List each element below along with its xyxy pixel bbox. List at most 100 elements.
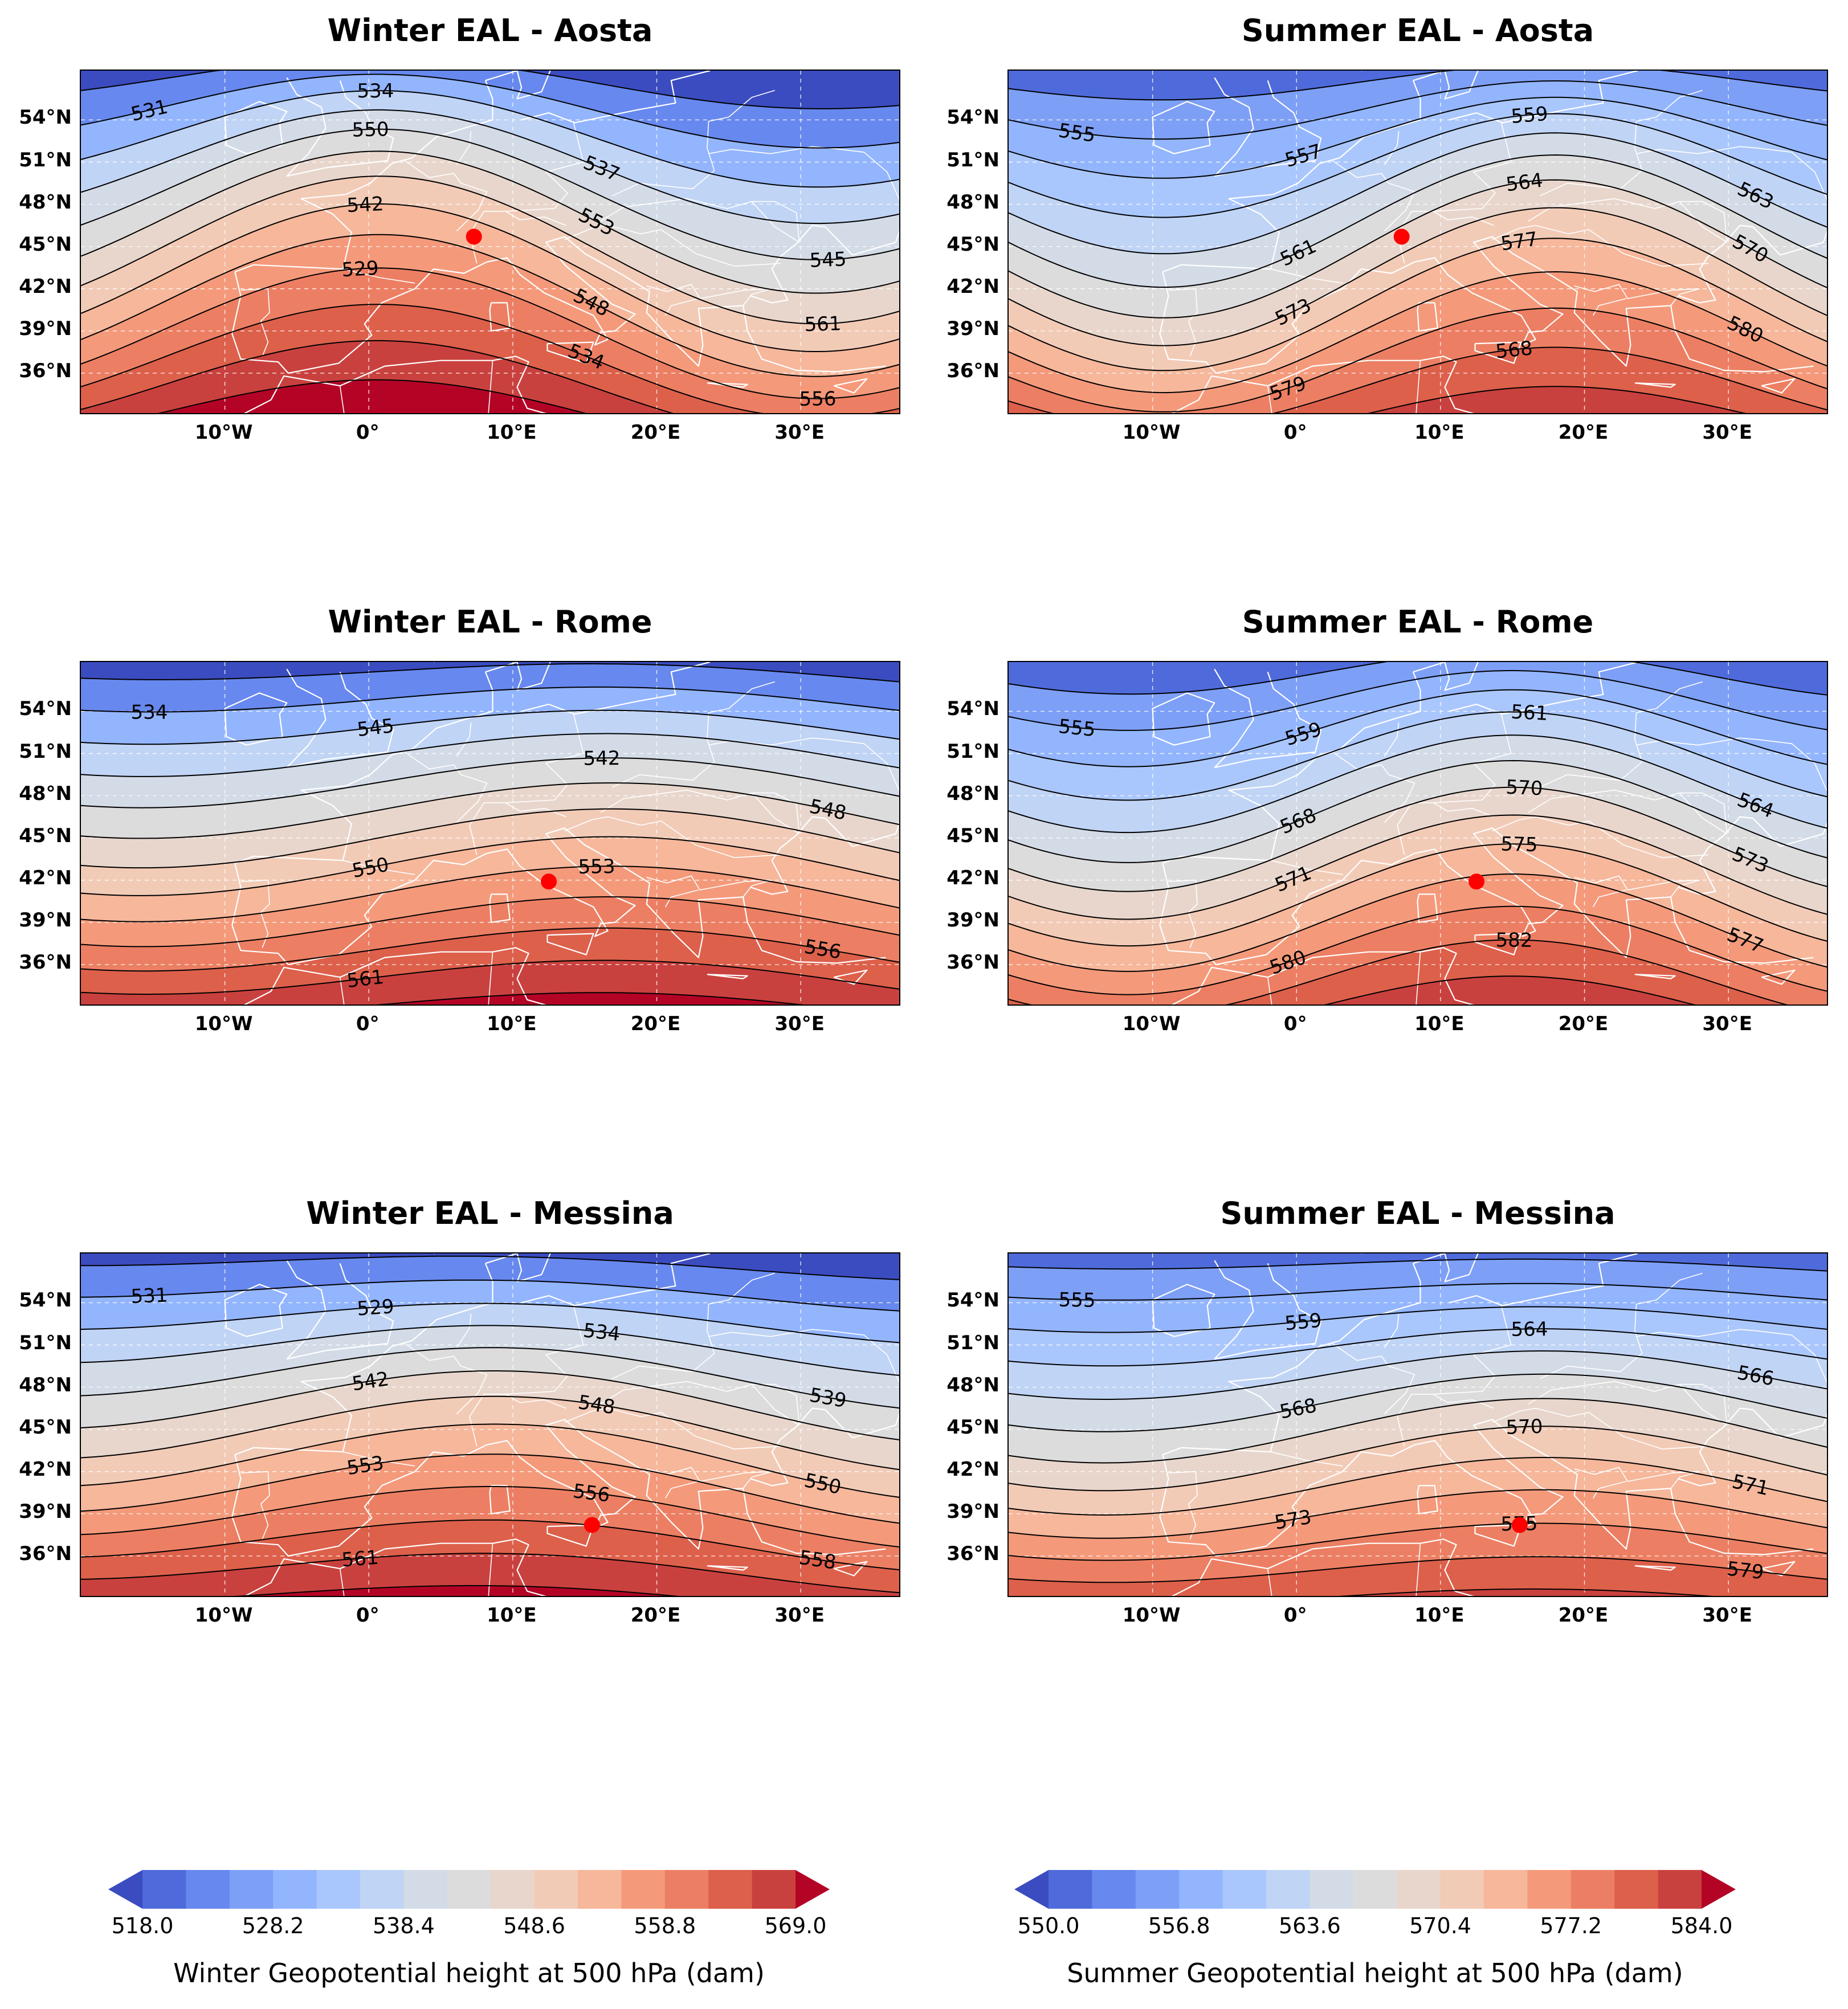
- longitude-tick-label: 30°E: [1702, 1012, 1752, 1035]
- latitude-tick-label: 51°N: [19, 148, 72, 172]
- coastline: [611, 89, 775, 197]
- coastline: [1152, 692, 1215, 746]
- colorbar-segment: [491, 1870, 535, 1909]
- coastline: [1474, 933, 1522, 956]
- colorbar-extend-min: [1014, 1870, 1049, 1909]
- coastline: [234, 671, 493, 864]
- contour-line: [1009, 154, 1827, 288]
- longitude-tick-label: 30°E: [774, 1012, 825, 1035]
- coastline: [1214, 1260, 1254, 1359]
- coastline: [646, 284, 771, 299]
- latitude-tick-label: 45°N: [947, 232, 1000, 256]
- coastline: [1168, 1471, 1198, 1540]
- colorbar-segment: [1614, 1870, 1659, 1909]
- longitude-tick-label: 10°W: [1122, 1012, 1181, 1035]
- panel-title-winter-aosta: Winter EAL - Aosta: [327, 13, 653, 48]
- contour-label: 559: [1510, 103, 1549, 128]
- coastline: [1433, 1304, 1512, 1395]
- colorbar-tick-label: 569.0: [764, 1913, 827, 1938]
- longitude-tick-label: 20°E: [630, 421, 681, 444]
- height-band: [1009, 1398, 1827, 1491]
- contour-line: [1009, 1283, 1827, 1301]
- height-band: [81, 151, 899, 324]
- height-band: [1009, 113, 1827, 254]
- height-band: [1009, 238, 1827, 393]
- contour-label: 556: [799, 387, 836, 411]
- coastline: [1593, 1481, 1627, 1499]
- coastline: [1670, 1471, 1700, 1489]
- height-band: [160, 379, 585, 413]
- coastline: [489, 893, 511, 923]
- contour-line: [1009, 1350, 1827, 1400]
- coastline: [404, 160, 488, 232]
- map-summer-messina: 555559564566568570571573575579: [1007, 1252, 1828, 1597]
- latitude-tick-label: 42°N: [947, 275, 1000, 298]
- contour-label: 555: [1058, 715, 1097, 741]
- panel-title-winter-rome: Winter EAL - Rome: [328, 604, 652, 640]
- coastline: [243, 1538, 547, 1596]
- contour-line: [1009, 238, 1827, 371]
- coastline: [1679, 792, 1728, 834]
- latitude-tick-label: 42°N: [19, 1457, 72, 1481]
- contour-line: [81, 203, 899, 352]
- colorbar-extend-min: [108, 1870, 142, 1909]
- coastline: [1214, 80, 1322, 177]
- longitude-tick-label: 10°W: [194, 1012, 253, 1035]
- coastline: [1384, 722, 1400, 757]
- height-band: [81, 74, 899, 187]
- contour-line: [81, 1325, 899, 1376]
- height-band: [1009, 272, 1827, 412]
- contour-line: [81, 74, 899, 149]
- latitude-tick-label: 39°N: [19, 1500, 72, 1523]
- contour-line: [1009, 786, 1827, 892]
- contour-line: [1009, 1426, 1827, 1492]
- longitude-tick-label: 10°E: [487, 1012, 537, 1035]
- coastline: [1214, 671, 1322, 769]
- latitude-tick-label: 54°N: [947, 697, 1000, 721]
- latitude-tick-label: 51°N: [19, 740, 72, 763]
- contour-line: [81, 150, 899, 294]
- latitude-tick-label: 45°N: [947, 1415, 1000, 1439]
- longitude-tick-label: 20°E: [630, 1604, 681, 1627]
- coastline: [1670, 288, 1700, 306]
- latitude-tick-label: 45°N: [19, 232, 72, 256]
- contour-label: 550: [352, 118, 389, 141]
- contour-line: [157, 379, 587, 413]
- coastline: [665, 1481, 699, 1499]
- height-band: [1327, 976, 1693, 1004]
- height-band: [1009, 662, 1827, 695]
- coastline: [1574, 284, 1699, 299]
- coastline: [564, 816, 781, 858]
- coastline: [342, 1451, 415, 1467]
- latitude-tick-label: 54°N: [19, 1289, 72, 1312]
- colorbar-segment: [1658, 1870, 1702, 1909]
- latitude-tick-label: 48°N: [947, 1373, 1000, 1396]
- coastline: [1593, 298, 1627, 316]
- coastline: [743, 880, 772, 897]
- contour-line: [81, 71, 899, 109]
- colorbar-segment: [316, 1870, 361, 1909]
- latitude-tick-label: 42°N: [19, 866, 72, 889]
- contour-line: [1009, 873, 1827, 972]
- height-band: [81, 836, 899, 922]
- coastline: [404, 1343, 488, 1415]
- longitude-tick-label: 0°: [1283, 1012, 1307, 1035]
- coastline: [1757, 739, 1827, 792]
- latitude-tick-label: 45°N: [19, 824, 72, 847]
- coastline: [342, 860, 415, 875]
- colorbar-segment: [1353, 1870, 1397, 1909]
- contour-label: 555: [1057, 119, 1097, 147]
- colorbar-tick-label: 558.8: [634, 1913, 696, 1938]
- colorbar-tick-label: 518.0: [111, 1913, 174, 1938]
- coastline: [708, 1329, 830, 1337]
- height-band: [81, 304, 899, 413]
- contour-line: [81, 175, 899, 325]
- coastline: [1757, 148, 1827, 201]
- colorbar-tick-label: 538.4: [372, 1913, 435, 1938]
- coastline: [1636, 737, 1757, 746]
- contour-line: [81, 1453, 899, 1524]
- latitude-tick-label: 48°N: [947, 782, 1000, 805]
- height-band: [81, 662, 899, 682]
- contour-label: 553: [345, 1452, 385, 1480]
